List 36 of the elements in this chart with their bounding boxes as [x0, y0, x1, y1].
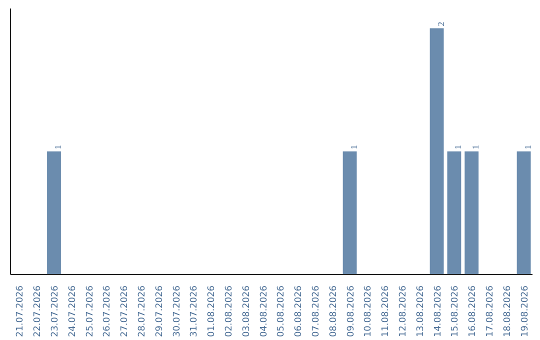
x-tick-label: 13.08.2026 — [416, 285, 426, 338]
data-label: 1 — [348, 144, 359, 150]
x-tick-label: 30.07.2026 — [172, 285, 182, 338]
x-tick-label: 11.08.2026 — [381, 285, 392, 338]
x-tick-label: 25.07.2026 — [85, 285, 96, 338]
x-tick-label: 06.08.2026 — [294, 285, 304, 338]
x-tick-label: 23.07.2026 — [50, 285, 60, 338]
x-tick-label: 21.07.2026 — [16, 285, 26, 338]
data-label: 1 — [522, 144, 533, 150]
x-tick-label: 03.08.2026 — [242, 285, 252, 338]
x-tick-label: 16.08.2026 — [468, 285, 478, 338]
data-label: 1 — [470, 144, 481, 150]
x-tick-label: 26.07.2026 — [102, 285, 113, 338]
x-tick-label: 17.08.2026 — [486, 285, 496, 338]
x-tick-label: 18.08.2026 — [502, 285, 513, 338]
x-tick-label: 22.07.2026 — [33, 285, 44, 338]
x-tick-label: 09.08.2026 — [346, 285, 356, 338]
x-tick-label: 04.08.2026 — [259, 285, 270, 338]
data-label: 1 — [53, 144, 63, 150]
x-tick-label: 14.08.2026 — [433, 285, 444, 338]
x-tick-label: 31.07.2026 — [190, 285, 200, 338]
x-tick-label: 05.08.2026 — [276, 285, 287, 338]
x-tick-label: 24.07.2026 — [68, 285, 78, 338]
x-tick-label: 27.07.2026 — [120, 285, 130, 338]
x-tick-label: 01.08.2026 — [207, 285, 218, 338]
x-tick-label: 12.08.2026 — [398, 285, 408, 338]
x-tick-label: 28.07.2026 — [138, 285, 148, 338]
x-tick-label: 29.07.2026 — [154, 285, 165, 338]
x-tick-label: 10.08.2026 — [364, 285, 374, 338]
data-label: 1 — [453, 144, 464, 150]
x-tick-label: 07.08.2026 — [312, 285, 322, 338]
data-label: 2 — [436, 22, 446, 26]
x-tick-label: 19.08.2026 — [520, 285, 530, 338]
x-tick-label: 15.08.2026 — [450, 285, 461, 338]
x-tick-label: 08.08.2026 — [328, 285, 339, 338]
x-tick-label: 02.08.2026 — [224, 285, 234, 338]
